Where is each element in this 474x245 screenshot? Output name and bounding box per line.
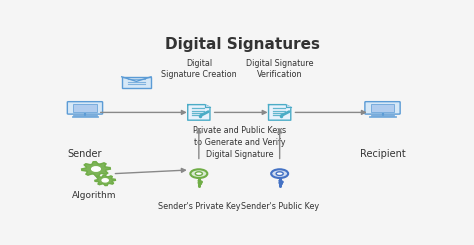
- Polygon shape: [95, 175, 116, 186]
- Polygon shape: [188, 105, 210, 120]
- Circle shape: [191, 169, 207, 178]
- Text: Sender: Sender: [68, 149, 102, 159]
- Text: Digital
Signature Creation: Digital Signature Creation: [161, 59, 237, 79]
- Bar: [369, 116, 396, 117]
- Polygon shape: [269, 105, 291, 120]
- Text: Private and Public Keys
to Generate and Verify
Digital Signature: Private and Public Keys to Generate and …: [193, 126, 286, 159]
- Text: Sender's Private Key: Sender's Private Key: [157, 202, 240, 211]
- Text: Sender's Public Key: Sender's Public Key: [241, 202, 319, 211]
- Circle shape: [276, 172, 283, 175]
- Text: Algorithm: Algorithm: [72, 191, 117, 200]
- Circle shape: [195, 172, 202, 175]
- Text: Digital Signatures: Digital Signatures: [165, 37, 320, 52]
- Polygon shape: [205, 105, 210, 107]
- Text: Digital Signature
Verification: Digital Signature Verification: [246, 59, 313, 79]
- Bar: [371, 104, 394, 111]
- Circle shape: [102, 179, 108, 182]
- FancyBboxPatch shape: [67, 102, 102, 114]
- Circle shape: [271, 169, 288, 178]
- FancyBboxPatch shape: [365, 102, 400, 114]
- Circle shape: [91, 167, 100, 171]
- Bar: [72, 116, 98, 117]
- Bar: [73, 115, 97, 116]
- Bar: [122, 77, 151, 88]
- Bar: [371, 115, 394, 116]
- Text: Recipient: Recipient: [360, 149, 405, 159]
- Polygon shape: [82, 162, 110, 176]
- Bar: [73, 104, 97, 111]
- Polygon shape: [286, 105, 291, 107]
